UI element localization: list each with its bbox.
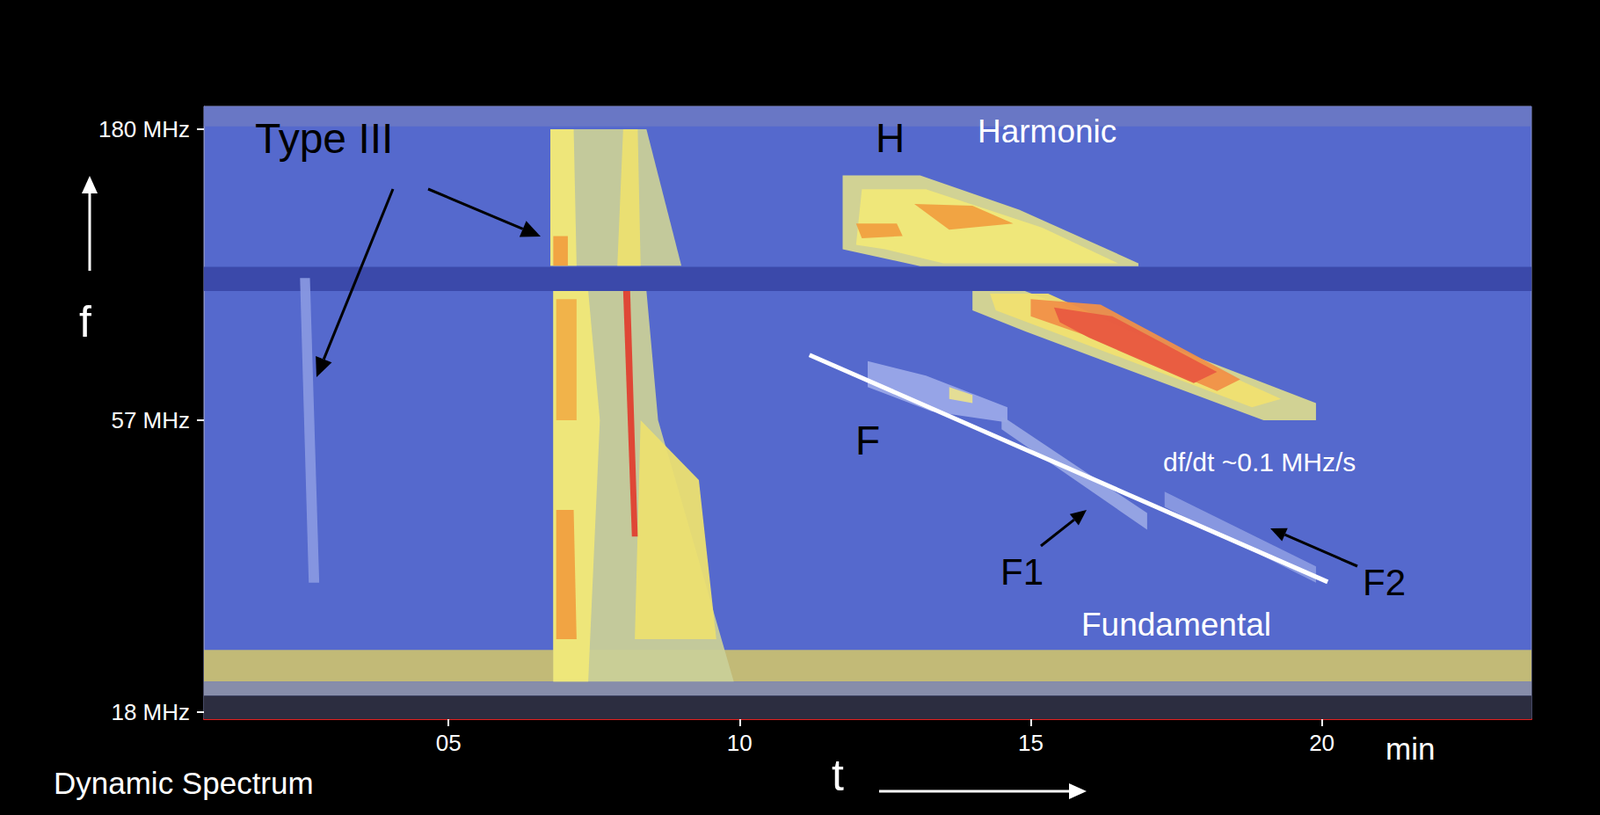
svg-text:20: 20 <box>1309 729 1335 757</box>
svg-text:F1: F1 <box>1000 551 1044 593</box>
svg-text:t: t <box>831 750 844 800</box>
svg-text:Harmonic: Harmonic <box>977 113 1117 150</box>
svg-text:18 MHz: 18 MHz <box>110 698 190 726</box>
svg-text:F2: F2 <box>1362 561 1406 604</box>
svg-text:F: F <box>855 417 880 464</box>
svg-text:min: min <box>1385 731 1435 766</box>
svg-text:f: f <box>79 297 92 347</box>
svg-text:15: 15 <box>1018 729 1044 757</box>
svg-text:10: 10 <box>727 729 753 757</box>
svg-text:05: 05 <box>436 729 462 757</box>
svg-text:Dynamic Spectrum: Dynamic Spectrum <box>53 765 314 800</box>
svg-text:180 MHz: 180 MHz <box>98 116 190 143</box>
svg-text:Fundamental: Fundamental <box>1081 606 1272 643</box>
svg-text:57 MHz: 57 MHz <box>110 407 190 434</box>
svg-text:df/dt ~0.1 MHz/s: df/dt ~0.1 MHz/s <box>1163 447 1356 477</box>
svg-text:H: H <box>875 115 905 161</box>
svg-text:Type III: Type III <box>254 115 393 162</box>
